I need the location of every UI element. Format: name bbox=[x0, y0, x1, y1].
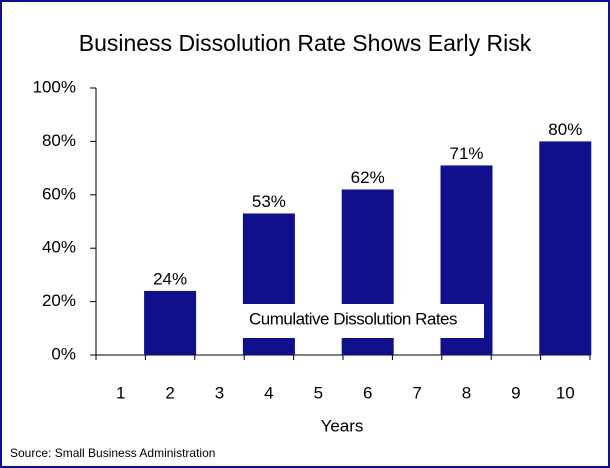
y-tick-label: 60% bbox=[42, 184, 76, 203]
x-axis-label: Years bbox=[321, 416, 364, 435]
y-tick-label: 0% bbox=[51, 344, 76, 363]
y-tick-label: 80% bbox=[42, 131, 76, 150]
x-tick-label: 1 bbox=[116, 383, 125, 402]
y-tick-label: 100% bbox=[33, 77, 76, 96]
value-label: 80% bbox=[548, 120, 582, 139]
value-label: 62% bbox=[351, 168, 385, 187]
x-tick-label: 6 bbox=[363, 383, 372, 402]
x-tick-label: 9 bbox=[511, 383, 520, 402]
x-tick-label: 4 bbox=[264, 383, 273, 402]
x-tick-label: 7 bbox=[412, 383, 421, 402]
y-tick-label: 40% bbox=[42, 238, 76, 257]
source: Source: Small Business Administration bbox=[10, 446, 215, 460]
x-tick-label: 5 bbox=[314, 383, 323, 402]
bar bbox=[539, 141, 592, 355]
x-tick-label: 8 bbox=[462, 383, 471, 402]
bar bbox=[144, 290, 197, 355]
x-tick-label: 3 bbox=[215, 383, 224, 402]
annotation-box bbox=[222, 304, 484, 338]
annotation: Cumulative Dissolution Rates bbox=[249, 309, 457, 328]
y-tick-label: 20% bbox=[42, 291, 76, 310]
value-label: 24% bbox=[153, 269, 187, 288]
x-tick-label: 10 bbox=[556, 383, 575, 402]
value-label: 71% bbox=[449, 144, 483, 163]
x-tick-label: 2 bbox=[165, 383, 174, 402]
value-label: 53% bbox=[252, 192, 286, 211]
chart-title: Business Dissolution Rate Shows Early Ri… bbox=[79, 30, 532, 56]
